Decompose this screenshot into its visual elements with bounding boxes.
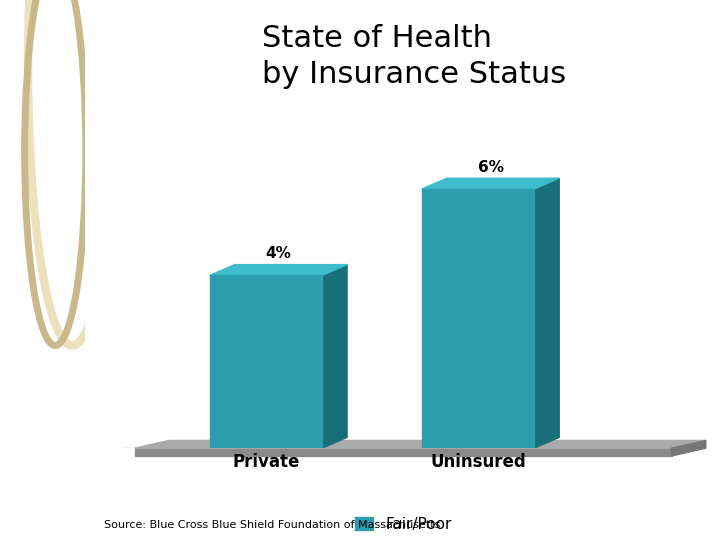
- Polygon shape: [672, 441, 706, 456]
- Legend: Fair/Poor: Fair/Poor: [348, 510, 458, 538]
- Text: State of Health
by Insurance Status: State of Health by Insurance Status: [262, 24, 566, 89]
- Polygon shape: [422, 189, 534, 448]
- Polygon shape: [210, 275, 322, 448]
- Polygon shape: [210, 265, 347, 275]
- Text: 4%: 4%: [266, 246, 292, 261]
- Text: 6%: 6%: [477, 160, 503, 175]
- Text: Source: Blue Cross Blue Shield Foundation of Massachusetts: Source: Blue Cross Blue Shield Foundatio…: [104, 520, 441, 530]
- Polygon shape: [322, 265, 347, 448]
- Polygon shape: [534, 178, 559, 448]
- Polygon shape: [135, 448, 672, 456]
- Polygon shape: [135, 441, 706, 448]
- Polygon shape: [422, 178, 559, 189]
